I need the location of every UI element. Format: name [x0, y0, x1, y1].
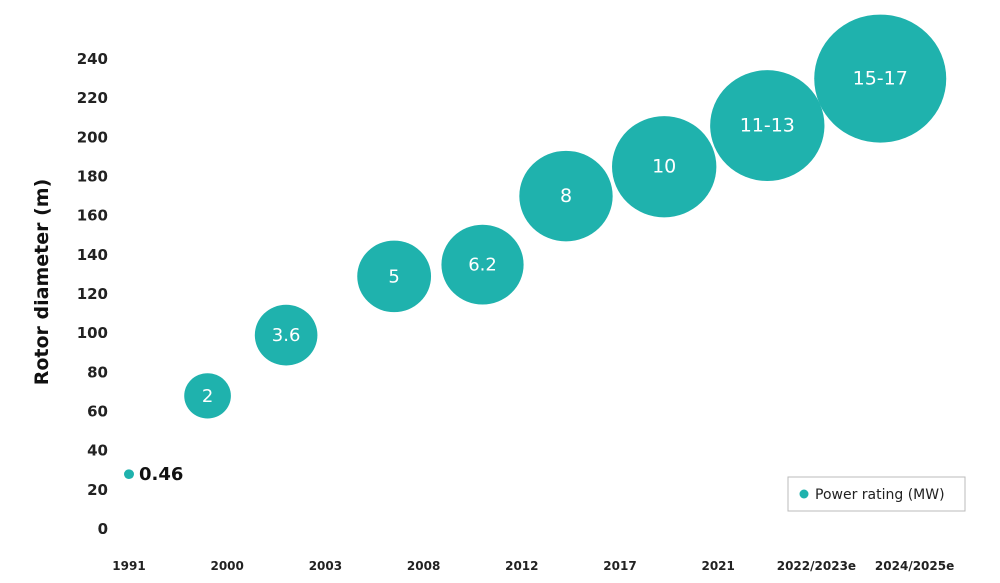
bubble-point: [124, 469, 134, 480]
x-tick-label: 2024/2025e: [875, 559, 954, 573]
bubble-point: [612, 116, 717, 218]
y-tick-label: 60: [87, 403, 108, 421]
legend: Power rating (MW): [787, 476, 966, 512]
bubble-point: [441, 224, 524, 305]
y-tick-label: 160: [77, 207, 108, 225]
x-tick-label: 2017: [603, 559, 636, 573]
y-tick-label: 100: [77, 324, 108, 342]
bubble-point: [710, 70, 825, 182]
y-tick-label: 120: [77, 285, 108, 303]
x-tick-label: 2012: [505, 559, 538, 573]
bubble-data-label: 2: [202, 386, 213, 407]
bubble-data-label: 3.6: [272, 325, 301, 346]
legend-box: [787, 476, 966, 512]
bubble-series: 0.46 2 3.6 5 6.2 8 10 11-13 15-17: [124, 14, 947, 485]
y-tick-label: 80: [87, 363, 108, 381]
bubble-point: [814, 14, 947, 143]
x-tick-label: 2003: [309, 559, 342, 573]
bubble-data-label: 11-13: [740, 115, 795, 137]
bubble-point: [184, 373, 231, 419]
x-tick-label: 2022/2023e: [777, 559, 856, 573]
y-tick-label: 40: [87, 442, 108, 460]
bubble-data-label: 8: [560, 185, 572, 207]
x-tick-label: 1991: [112, 559, 145, 573]
y-tick-label: 220: [77, 89, 108, 107]
bubble-data-label: 5: [388, 266, 399, 287]
y-axis-ticks: 0 20 40 60 80 100 120 140 160 180 200 220 240: [77, 50, 108, 538]
y-tick-label: 240: [77, 50, 108, 68]
y-tick-label: 180: [77, 168, 108, 186]
bubble-point: [519, 150, 613, 242]
y-axis-label: Rotor diameter (m): [31, 179, 53, 386]
bubble-point: [254, 304, 318, 366]
legend-marker: [799, 489, 809, 499]
x-tick-label: 2000: [210, 559, 243, 573]
y-tick-label: 20: [87, 481, 108, 499]
x-axis-ticks: 1991 2000 2003 2008 2012 2017 2021 2022/2023e 20…: [112, 559, 954, 573]
y-tick-label: 0: [98, 520, 108, 538]
legend-label: Power rating (MW): [815, 487, 945, 503]
bubble-data-label: 15-17: [853, 68, 908, 90]
bubble-data-label: 0.46: [139, 464, 183, 485]
y-tick-label: 140: [77, 246, 108, 264]
bubble-data-label: 6.2: [468, 255, 497, 276]
bubble-data-label: 10: [652, 156, 676, 178]
x-tick-label: 2008: [407, 559, 440, 573]
x-tick-label: 2021: [701, 559, 734, 573]
y-tick-label: 200: [77, 128, 108, 146]
bubble-point: [357, 240, 432, 313]
